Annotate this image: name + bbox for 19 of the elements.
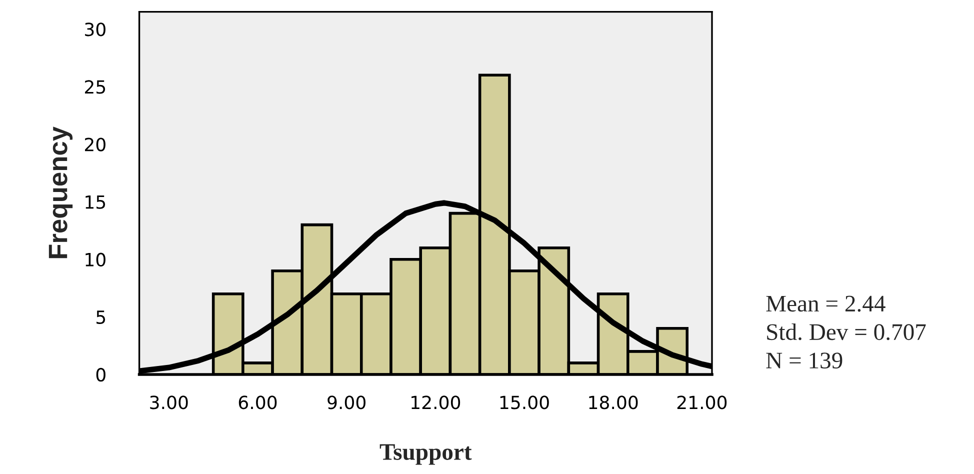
x-tick-label: 6.00 — [238, 396, 277, 410]
y-axis-title: Frequency — [48, 126, 73, 258]
y-tick-label: 0 — [96, 368, 106, 382]
y-tick-label: 10 — [86, 252, 106, 266]
x-tick-label: 21.00 — [677, 396, 727, 410]
x-tick-label: 15.00 — [500, 396, 549, 410]
x-tick-label: 12.00 — [412, 396, 460, 410]
x-tick-label: 18.00 — [589, 396, 638, 410]
text: Std. Dev = 0.707 — [767, 323, 926, 340]
y-tick-label: 15 — [86, 195, 106, 209]
text: Mean = 2.44 — [766, 296, 886, 312]
x-tick-label: 9.00 — [328, 396, 366, 410]
y-tick-label: 20 — [84, 138, 106, 152]
y-tick-label: 25 — [84, 80, 106, 94]
y-tick-label: 30 — [85, 22, 106, 36]
y-tick-label: 5 — [96, 310, 106, 324]
x-axis-title: Tsupport — [380, 444, 472, 465]
text: N = 139 — [766, 352, 842, 369]
x-tick-label: 3.00 — [150, 396, 188, 410]
